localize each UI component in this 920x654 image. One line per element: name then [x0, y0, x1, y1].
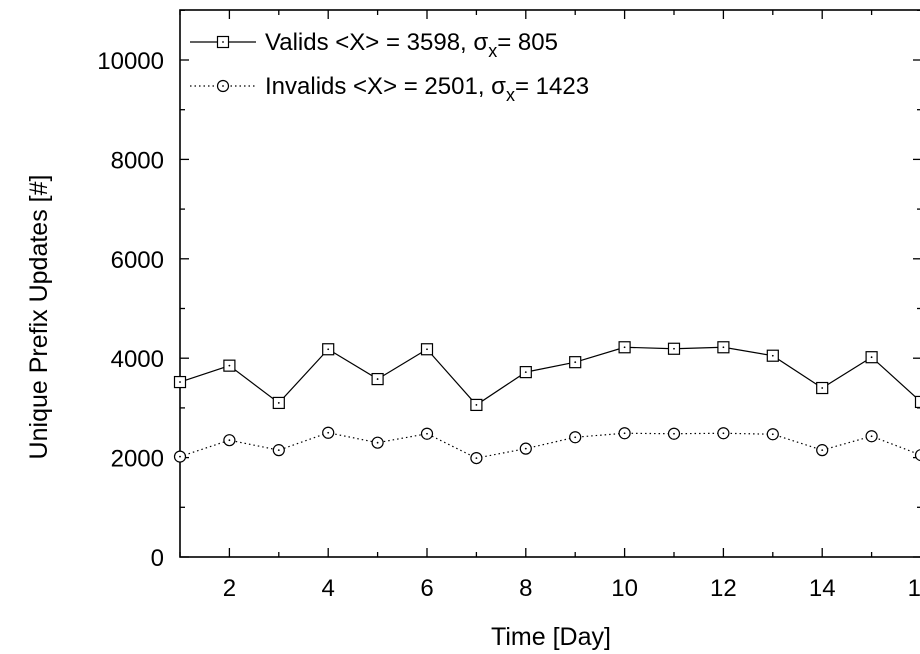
data-point-center	[376, 378, 379, 380]
series-line-valids	[179, 346, 920, 406]
y-axis-title: Unique Prefix Updates [#]	[25, 175, 53, 460]
data-point-center	[327, 348, 330, 351]
data-point-center	[722, 346, 725, 349]
x-tick-label: 8	[519, 575, 532, 602]
data-point-center	[475, 404, 478, 406]
data-point-center	[524, 447, 527, 450]
x-axis: 24681012141618202224262830	[179, 10, 920, 602]
plot-frame	[179, 9, 920, 558]
data-point-center	[870, 435, 873, 438]
legend-label: Invalids <X> = 2501, σx= 1423	[265, 73, 589, 105]
series-layer	[173, 341, 920, 465]
data-point-center	[821, 387, 824, 389]
y-tick-label: 8000	[111, 147, 164, 174]
data-point-center	[574, 436, 577, 439]
data-point-center	[228, 364, 231, 367]
legend-entry-valids: Valids <X> = 3598, σx= 805	[190, 29, 558, 61]
x-tick-label: 16	[908, 575, 920, 602]
plot-border	[179, 9, 920, 558]
data-point-center	[426, 348, 428, 351]
legend-marker-center	[222, 41, 224, 43]
data-point-center	[574, 361, 577, 364]
data-point-center	[179, 455, 181, 458]
data-point	[914, 395, 920, 409]
y-tick-label: 10000	[97, 48, 164, 75]
y-tick-label: 6000	[111, 247, 164, 274]
series-line-invalids	[179, 432, 920, 459]
data-point-center	[771, 354, 774, 357]
data-point	[914, 449, 920, 462]
data-point-center	[376, 441, 379, 444]
y-axis: 0 2000 4000 6000 8000 10000	[97, 9, 920, 572]
data-point-center	[327, 431, 330, 434]
data-point-center	[673, 432, 675, 435]
y-tick-label: 0	[151, 545, 164, 572]
data-point-center	[277, 402, 280, 404]
series-invalids	[173, 426, 920, 465]
data-point-center	[673, 347, 675, 350]
series-valids	[173, 341, 920, 412]
y-tick-label: 4000	[111, 346, 164, 373]
data-point-center	[475, 457, 478, 459]
x-tick-label: 2	[223, 575, 236, 602]
legend-label: Valids <X> = 3598, σx= 805	[265, 29, 558, 61]
legend-entry-invalids: Invalids <X> = 2501, σx= 1423	[190, 73, 589, 105]
data-point-center	[623, 432, 626, 435]
x-tick-label: 4	[322, 575, 335, 602]
x-tick-label: 6	[420, 575, 433, 602]
x-tick-label: 14	[809, 575, 836, 602]
data-point-center	[228, 439, 231, 442]
data-point-center	[179, 381, 181, 383]
data-point-center	[870, 356, 873, 359]
data-point-center	[722, 432, 725, 435]
data-point-center	[426, 432, 428, 435]
x-tick-label: 10	[611, 575, 638, 602]
data-point-center	[277, 449, 280, 452]
x-tick-label: 12	[710, 575, 737, 602]
data-point-center	[771, 433, 774, 436]
legend-marker-center	[222, 85, 224, 87]
data-point-center	[623, 346, 626, 349]
legend: Valids <X> = 3598, σx= 805 Invalids <X> =…	[190, 29, 589, 105]
x-axis-title: Time [Day]	[491, 623, 611, 651]
data-point-center	[524, 371, 527, 374]
data-point-center	[821, 449, 824, 452]
y-tick-label: 2000	[111, 446, 164, 473]
